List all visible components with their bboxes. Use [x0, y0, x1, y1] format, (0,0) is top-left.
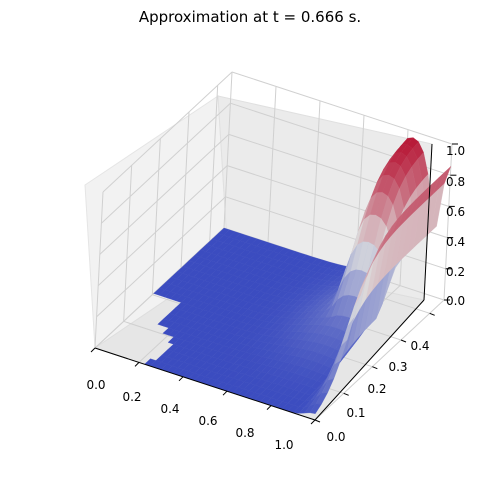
y-tick-label: 0.2: [367, 382, 386, 396]
z-tick-label: 0.8: [446, 175, 465, 189]
grid-line: [267, 86, 277, 243]
x-tick-label: 0.8: [235, 426, 254, 440]
grid-line: [123, 165, 133, 322]
y-tick-mark: [400, 339, 407, 343]
x-tick-mark: [134, 362, 140, 367]
grid-line: [209, 85, 219, 242]
axis-lines: [94, 143, 433, 421]
grid-line: [311, 100, 321, 257]
z-tick-label: 0.4: [446, 235, 465, 249]
z-tick-label: 0.2: [446, 265, 465, 279]
grid-line: [97, 165, 228, 286]
y-tick-label: 0.4: [410, 339, 429, 353]
surface-patch: [309, 403, 322, 414]
x-tick-label: 0.6: [198, 414, 217, 428]
z-tick-label: 0.0: [446, 294, 465, 308]
grid-line: [94, 191, 104, 349]
grid-line: [101, 102, 231, 224]
x-axis-line: [94, 347, 316, 421]
x-tick-mark: [266, 405, 272, 410]
z-tick-label: 1.0: [446, 144, 465, 158]
y-tick-label: 0.1: [346, 406, 365, 420]
x-tick-labels: 0.0 0.2 0.4 0.6 0.8 1.0: [86, 378, 293, 452]
grid-line: [231, 71, 453, 145]
x-tick-label: 0.2: [122, 390, 141, 404]
z-tick-labels: 0.0 0.2 0.4 0.6 0.8 1.0: [446, 144, 465, 308]
grid-line: [151, 138, 161, 295]
chart-title: Approximation at t = 0.666 s.: [139, 8, 361, 26]
y-tick-labels: 0.0 0.1 0.2 0.3 0.4: [326, 339, 429, 444]
y-tick-mark: [314, 419, 321, 423]
grid-line: [443, 143, 453, 301]
x-tick-mark: [222, 390, 228, 396]
y-tick-label: 0.0: [326, 430, 345, 444]
grid-line: [102, 71, 233, 193]
grid-line: [99, 134, 230, 255]
grid-line: [225, 196, 446, 270]
grid-line: [314, 299, 445, 421]
z-axis-line: [423, 143, 433, 301]
x-tick-mark: [178, 376, 184, 382]
grid-line: [96, 196, 226, 318]
y-tick-mark: [343, 392, 349, 396]
x-tick-label: 1.0: [274, 438, 293, 452]
z-tick-label: 0.6: [446, 205, 465, 219]
y-tick-mark: [429, 312, 435, 316]
y-tick-mark: [372, 366, 378, 370]
y-axis-line: [314, 299, 425, 421]
tick-marks: [90, 143, 458, 425]
x-tick-mark: [90, 347, 96, 353]
y-tick-label: 0.3: [388, 360, 407, 374]
grid-line: [180, 111, 190, 269]
surface-mesh: [144, 137, 452, 414]
x-tick-label: 0.0: [86, 378, 105, 392]
x-tick-mark: [310, 419, 316, 425]
x-tick-label: 0.4: [160, 402, 179, 416]
grid-line: [223, 71, 233, 229]
